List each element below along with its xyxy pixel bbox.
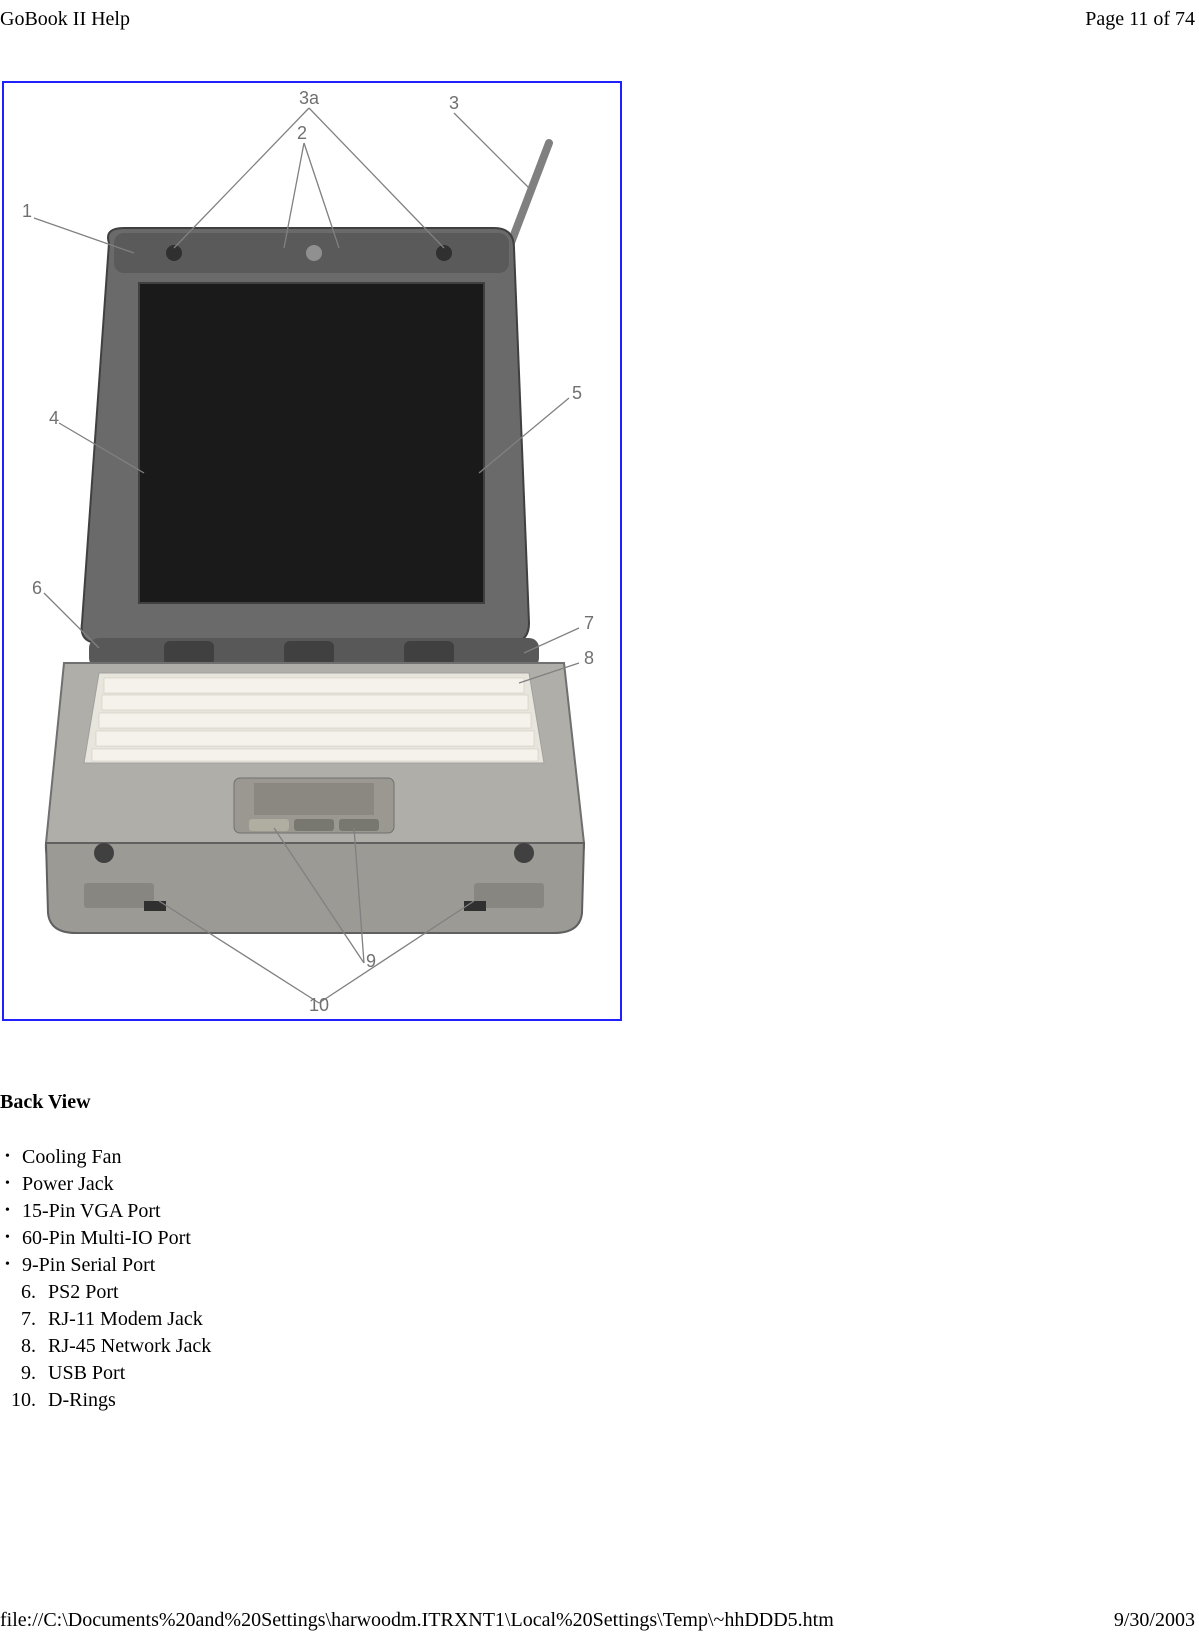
list-item: 8.RJ-45 Network Jack	[0, 1333, 1199, 1360]
item-number: 10.	[0, 1387, 48, 1414]
item-text: USB Port	[48, 1360, 125, 1387]
list-item: 9.USB Port	[0, 1360, 1199, 1387]
numbered-list: 6.PS2 Port 7.RJ-11 Modem Jack 8.RJ-45 Ne…	[0, 1279, 1199, 1414]
item-text: D-Rings	[48, 1387, 116, 1414]
list-item: Power Jack	[0, 1171, 1199, 1198]
callout-7: 7	[584, 613, 594, 634]
list-item: 7.RJ-11 Modem Jack	[0, 1306, 1199, 1333]
list-item: 9-Pin Serial Port	[0, 1252, 1199, 1279]
list-item: Cooling Fan	[0, 1144, 1199, 1171]
bullet-list: Cooling Fan Power Jack 15-Pin VGA Port 6…	[0, 1144, 1199, 1279]
footer-date: 9/30/2003	[1114, 1609, 1195, 1632]
list-item: 15-Pin VGA Port	[0, 1198, 1199, 1225]
footer-path: file://C:\Documents%20and%20Settings\har…	[0, 1609, 834, 1632]
item-text: RJ-45 Network Jack	[48, 1333, 211, 1360]
item-text: PS2 Port	[48, 1279, 119, 1306]
header-title: GoBook II Help	[0, 8, 130, 31]
item-number: 7.	[0, 1306, 48, 1333]
callout-9: 9	[366, 951, 376, 972]
callout-10: 10	[309, 995, 329, 1016]
callout-3: 3	[449, 93, 459, 114]
laptop-svg	[4, 83, 622, 1021]
callout-6: 6	[32, 578, 42, 599]
callout-8: 8	[584, 648, 594, 669]
item-text: RJ-11 Modem Jack	[48, 1306, 203, 1333]
list-item: 10.D-Rings	[0, 1387, 1199, 1414]
section-title: Back View	[0, 1091, 1199, 1114]
item-number: 8.	[0, 1333, 48, 1360]
list-item: 60-Pin Multi-IO Port	[0, 1225, 1199, 1252]
callout-3a: 3a	[299, 88, 319, 109]
laptop-diagram: 1 2 3a 3 4 5 6 7 8 9 10	[2, 81, 622, 1021]
callout-5: 5	[572, 383, 582, 404]
item-number: 9.	[0, 1360, 48, 1387]
callout-1: 1	[22, 201, 32, 222]
callout-2: 2	[297, 123, 307, 144]
item-number: 6.	[0, 1279, 48, 1306]
callout-4: 4	[49, 408, 59, 429]
page-info: Page 11 of 74	[1085, 8, 1195, 31]
list-item: 6.PS2 Port	[0, 1279, 1199, 1306]
